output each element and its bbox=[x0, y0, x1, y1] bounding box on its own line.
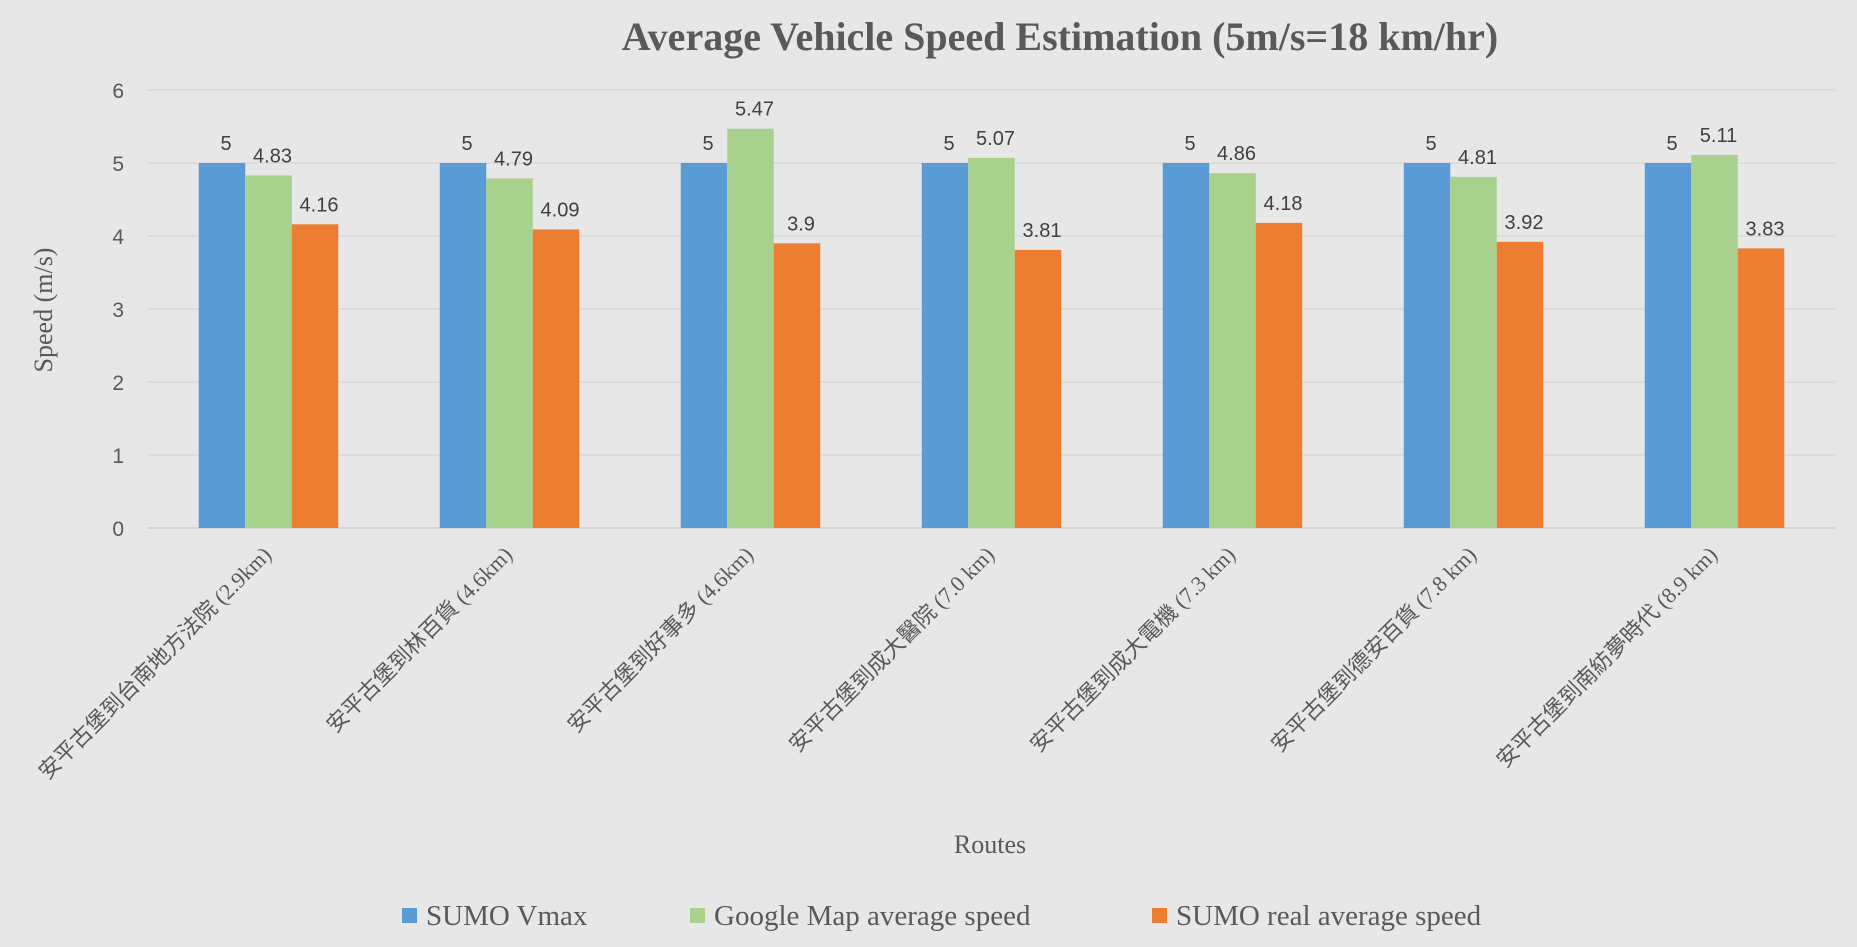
bar bbox=[727, 128, 774, 528]
data-label: 5 bbox=[702, 133, 713, 155]
data-labels: 5 4.83 4.16 5 4.79 4.09 5 5.47 3.9 5 5.07 3.81 5 4.86… bbox=[220, 99, 1784, 242]
y-tick-label: 4 bbox=[112, 226, 124, 249]
bar bbox=[439, 163, 487, 528]
y-tick-label: 3 bbox=[112, 299, 124, 322]
data-label: 3.9 bbox=[787, 213, 815, 235]
bar bbox=[1644, 163, 1692, 528]
data-label: 5 bbox=[461, 133, 472, 155]
x-tick-label: 安平古堡到南紡夢時代 (8.9 km) bbox=[1491, 542, 1722, 773]
legend-item: SUMO Vmax bbox=[402, 900, 588, 932]
bar bbox=[1014, 249, 1062, 528]
x-tick-label: 安平古堡到林百貨 (4.6km) bbox=[321, 542, 517, 738]
data-label: 4.81 bbox=[1458, 147, 1497, 169]
data-label: 5 bbox=[220, 133, 231, 155]
data-label: 4.83 bbox=[253, 145, 292, 167]
y-tick-label: 6 bbox=[112, 80, 124, 103]
bar bbox=[1162, 163, 1210, 528]
bar bbox=[291, 224, 339, 528]
bar bbox=[921, 163, 969, 528]
bar bbox=[1691, 154, 1738, 528]
data-label: 5 bbox=[1666, 133, 1677, 155]
y-tick-label: 0 bbox=[112, 518, 124, 541]
data-label: 4.18 bbox=[1264, 193, 1303, 215]
x-tick-label: 安平古堡到德安百貨 (7.8 km) bbox=[1266, 542, 1481, 757]
bar bbox=[198, 163, 246, 528]
data-label: 3.81 bbox=[1023, 220, 1062, 242]
data-label: 4.86 bbox=[1217, 143, 1256, 165]
legend-label: Google Map average speed bbox=[714, 900, 1031, 932]
bar bbox=[245, 175, 292, 528]
data-label: 3.92 bbox=[1505, 212, 1544, 234]
data-label: 5.07 bbox=[976, 128, 1015, 150]
y-tick-label: 1 bbox=[112, 445, 124, 468]
x-axis-label: Routes bbox=[954, 830, 1026, 859]
data-label: 4.79 bbox=[494, 148, 533, 170]
y-tick-label: 5 bbox=[112, 153, 124, 176]
data-label: 5.11 bbox=[1700, 125, 1737, 147]
bar bbox=[1496, 241, 1544, 528]
bar bbox=[968, 157, 1015, 528]
bar bbox=[1450, 176, 1497, 528]
legend-item: Google Map average speed bbox=[690, 900, 1031, 932]
bar bbox=[1209, 173, 1256, 528]
y-tick-label: 2 bbox=[112, 372, 124, 395]
bar bbox=[486, 178, 533, 528]
legend-label: SUMO real average speed bbox=[1176, 900, 1482, 932]
data-label: 5 bbox=[1184, 133, 1195, 155]
legend-item: SUMO real average speed bbox=[1152, 900, 1482, 932]
x-tick-label: 安平古堡到成大電機 (7.3 km) bbox=[1025, 542, 1240, 757]
x-tick-label: 安平古堡到好事多 (4.6km) bbox=[562, 542, 758, 738]
bar bbox=[680, 163, 728, 528]
bar bbox=[1403, 163, 1451, 528]
data-label: 5 bbox=[1425, 133, 1436, 155]
bars bbox=[198, 128, 1785, 529]
x-tick-label: 安平古堡到台南地方法院 (2.9km) bbox=[34, 542, 276, 784]
x-axis-ticks: 安平古堡到台南地方法院 (2.9km) 安平古堡到林百貨 (4.6km) 安平古堡到… bbox=[34, 542, 1722, 784]
y-axis-label: Speed (m/s) bbox=[29, 248, 58, 373]
data-label: 3.83 bbox=[1746, 218, 1785, 240]
legend-swatch bbox=[690, 908, 705, 923]
bar bbox=[532, 229, 580, 528]
data-label: 4.09 bbox=[541, 199, 580, 221]
bar bbox=[773, 243, 821, 529]
chart-title: Average Vehicle Speed Estimation (5m/s=1… bbox=[622, 14, 1498, 59]
y-axis-ticks: 0 1 2 3 4 5 6 bbox=[112, 80, 124, 541]
legend-label: SUMO Vmax bbox=[426, 900, 588, 932]
x-tick-label: 安平古堡到成大醫院 (7.0 km) bbox=[784, 542, 999, 757]
bar bbox=[1255, 222, 1303, 529]
data-label: 5.47 bbox=[735, 99, 774, 121]
data-label: 5 bbox=[943, 133, 954, 155]
legend-swatch bbox=[1152, 908, 1167, 923]
bar bbox=[1737, 248, 1785, 528]
legend-swatch bbox=[402, 908, 417, 923]
data-label: 4.16 bbox=[300, 194, 339, 216]
legend: SUMO Vmax Google Map average speed SUMO re… bbox=[402, 900, 1482, 932]
